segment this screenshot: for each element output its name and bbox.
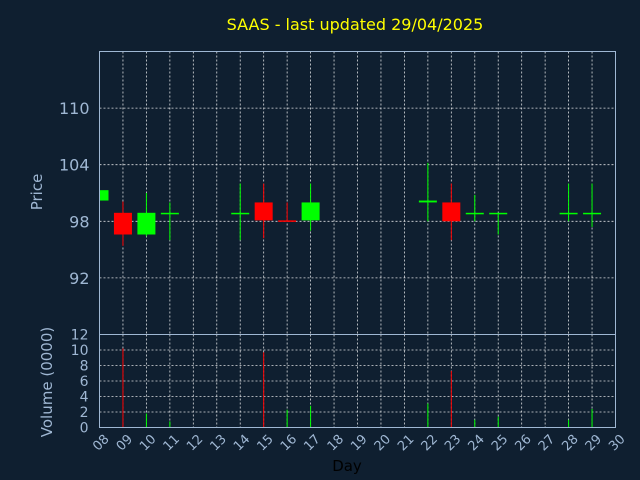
candles: [99, 162, 602, 246]
volume-tick-label: 10: [71, 343, 89, 359]
candle-body: [278, 220, 297, 222]
candle-24: [465, 194, 484, 222]
chart-title: SAAS - last updated 29/04/2025: [227, 15, 484, 34]
volume-tick-label: 0: [80, 421, 89, 437]
price-grid: [99, 51, 616, 335]
x-tick-label: 16: [278, 432, 300, 454]
x-tick-label: 12: [184, 432, 206, 454]
x-tick-label: 13: [208, 432, 230, 454]
price-tick-label: 104: [59, 156, 90, 175]
candle-23: [442, 183, 461, 241]
volume-panel-frame: [99, 334, 616, 428]
candle-29: [583, 183, 602, 227]
candle-body: [99, 190, 109, 201]
volume-tick-label: 2: [80, 405, 89, 421]
x-tick-label: 29: [583, 432, 605, 454]
x-axis-label: Day: [332, 457, 362, 475]
candle-body: [418, 200, 437, 203]
candle-body: [160, 212, 179, 215]
volume-axis-label: Volume (0000): [38, 327, 56, 437]
x-tick-label: 17: [301, 432, 323, 454]
x-tick-label: 20: [372, 432, 394, 454]
x-tick-label: 09: [114, 432, 136, 454]
candle-25: [489, 212, 508, 235]
x-tick-label: 08: [90, 432, 112, 454]
volume-grid: [99, 334, 616, 428]
x-tick-label: 21: [395, 432, 417, 454]
candle-body: [442, 202, 461, 222]
volume-tick-label: 4: [80, 390, 89, 406]
candle-14: [231, 183, 250, 241]
x-tick-label: 22: [419, 432, 441, 454]
candle-10: [137, 193, 156, 237]
candle-body: [489, 212, 508, 215]
candle-body: [559, 212, 578, 215]
x-tick-label: 26: [512, 432, 534, 454]
candle-11: [160, 202, 179, 241]
candle-09: [113, 201, 132, 246]
x-tick-label: 19: [348, 432, 370, 454]
price-tick-labels: 110 104 98 92: [59, 99, 90, 288]
candle-body: [137, 212, 156, 235]
candle-body: [301, 202, 320, 221]
candle-body: [231, 212, 250, 215]
price-tick-label: 92: [69, 269, 89, 288]
x-tick-label: 24: [466, 432, 488, 454]
candle-body: [113, 212, 132, 235]
x-tick-label: 28: [559, 432, 581, 454]
volume-tick-label: 6: [80, 374, 89, 390]
candle-22: [418, 162, 437, 222]
price-tick-label: 98: [69, 212, 89, 231]
x-tick-label: 25: [489, 432, 511, 454]
x-tick-label: 15: [254, 432, 276, 454]
volume-tick-label: 12: [71, 328, 89, 344]
candle-16: [278, 202, 297, 222]
price-axis-label: Price: [28, 174, 46, 211]
x-tick-labels: 08 09 10 11 12 13 14 15 16 17 18 19 20 21 22 23 24 25 26 27…: [90, 432, 628, 454]
x-tick-label: 27: [536, 432, 558, 454]
candle-28: [559, 183, 578, 222]
price-tick-label: 110: [59, 99, 90, 118]
candle-body: [254, 202, 273, 221]
volume-bars: [122, 348, 593, 428]
x-tick-label: 11: [161, 432, 183, 454]
x-tick-label: 30: [606, 432, 628, 454]
candle-17: [301, 183, 320, 231]
x-tick-label: 23: [442, 432, 464, 454]
volume-tick-label: 8: [80, 359, 89, 375]
candle-08: [99, 190, 109, 201]
candle-body: [465, 212, 484, 215]
x-tick-label: 10: [137, 432, 159, 454]
x-tick-label: 14: [231, 432, 253, 454]
x-tick-label: 18: [325, 432, 347, 454]
candle-15: [254, 183, 273, 239]
candle-body: [583, 212, 602, 215]
